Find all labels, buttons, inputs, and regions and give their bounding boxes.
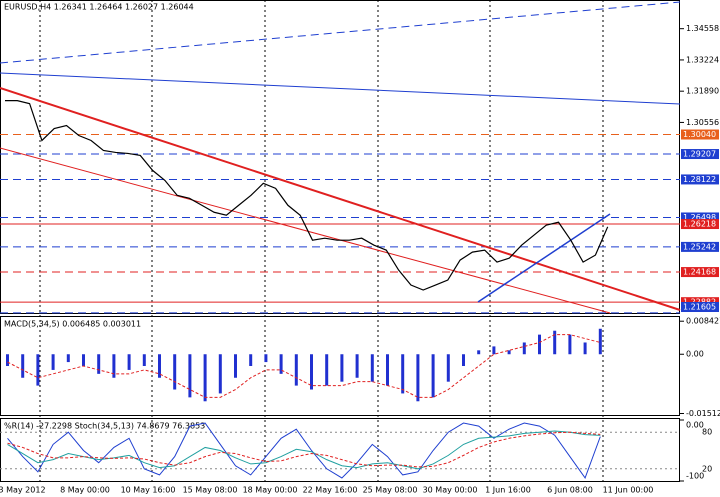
macd-bar [310,354,313,390]
macd-bar [66,354,70,363]
macd-bar [36,354,40,386]
y2-tick-label: 20 [702,464,712,473]
macd-bar [553,330,557,355]
macd-bar [112,354,116,378]
level-label-box [681,267,719,278]
oscillator-title: %R(14) -27.2298 Stoch(34,5,13) 74.8679 7… [4,422,205,431]
macd-bar [340,354,344,382]
macd-bar [188,354,192,398]
level-label-box [681,129,719,140]
level-label: 1.25242 [683,242,716,251]
y-tick-label: 0.008427 [686,317,720,326]
macd-bar [97,354,101,374]
x-tick-label: 15 May 08:00 [183,486,238,495]
level-label-box [681,149,719,160]
macd-panel [0,316,680,416]
macd-bar [416,354,420,402]
x-tick-label: 1 Jun 16:00 [485,486,531,495]
y-tick-label: -0.015121 [686,409,720,418]
trend-line [477,213,611,303]
macd-bar [142,354,146,366]
macd-bar [294,354,298,386]
x-tick-label: 11 Jun 00:00 [603,486,654,495]
macd-bar [568,334,572,355]
level-label: 1.24168 [683,268,716,277]
x-tick-label: 10 May 16:00 [121,486,176,495]
y-tick-label: 1.31890 [686,87,719,96]
macd-bar [446,354,450,382]
y-tick-label: 0.00 [686,350,704,359]
macd-bar [249,354,253,366]
macd-title: MACD(5,34,5) 0.006485 0.003011 [4,320,141,329]
macd-bar [218,354,222,394]
x-tick-label: 18 May 00:00 [243,486,298,495]
level-label: 1.30040 [683,130,716,139]
macd-bar [462,354,465,366]
macd-bar [431,354,435,398]
trend-line [0,147,611,314]
macd-bar [51,354,55,370]
level-label-box [681,241,719,252]
macd-bar [492,346,496,355]
y-tick-label: -100 [686,472,704,481]
trend-lines [0,1,681,314]
macd-bar [234,354,237,378]
trend-line [0,1,681,64]
price-line [5,100,609,291]
macd-bar [6,354,9,366]
macd-bar [82,354,85,366]
macd-bar [477,350,481,355]
macd-bar [203,354,207,402]
x-tick-label: 22 May 16:00 [303,486,358,495]
level-label-box [681,219,719,230]
macd-bar [583,342,587,355]
macd-bar [127,354,131,370]
level-label: 1.26218 [683,220,716,229]
y-tick-label: 0.00 [686,421,704,430]
oscillator-panel [0,418,680,482]
y-tick-label: 1.33224 [686,55,719,64]
x-tick-label: 25 May 08:00 [363,486,418,495]
macd-bar [370,354,374,382]
macd-bar [507,350,511,355]
x-tick-label: 3 May 2012 [0,486,46,495]
trend-line [0,87,681,311]
macd-bar [401,354,405,394]
level-label: 1.21605 [683,303,716,312]
macd-bar [522,342,526,355]
macd-bar [173,354,177,390]
macd-bar [264,354,268,363]
macd-bar [158,354,161,378]
x-tick-label: 30 May 00:00 [423,486,478,495]
level-label-box [681,212,719,223]
x-tick-label: 6 Jun 08:00 [547,486,593,495]
macd-bar [21,354,25,378]
y-tick-label: 1.34558 [686,24,719,33]
macd-bar [279,354,283,374]
price-panel [0,0,680,314]
price-title: EURUSD,H4 1.26341 1.26464 1.26027 1.2604… [4,3,194,12]
level-label-box [681,302,719,312]
macd-bar [386,354,389,386]
y-tick-label: 1.30556 [686,118,719,127]
y2-tick-label: 80 [702,428,712,437]
macd-signal [7,334,601,398]
macd-bar [538,334,541,355]
level-label-box [681,174,719,185]
trend-line [0,72,681,105]
x-tick-label: 8 May 00:00 [60,486,110,495]
oscillator-line [7,431,601,468]
level-label: 1.28122 [683,175,716,184]
level-label: 1.29207 [683,150,716,159]
level-label: 1.26498 [683,213,716,222]
oscillator-line [7,422,601,480]
oscillator-line [7,430,601,470]
macd-bar [325,354,329,386]
macd-bar [598,328,602,355]
macd-bar [355,354,359,378]
